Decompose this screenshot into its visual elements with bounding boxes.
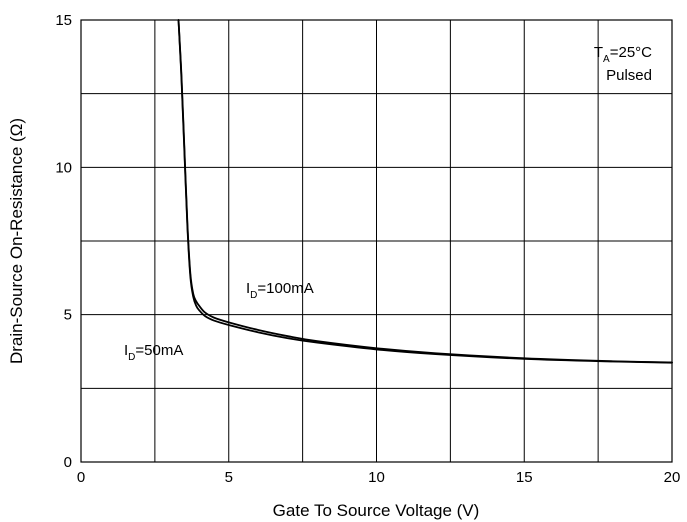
annotation-id-100ma: ID=100mA xyxy=(246,280,314,301)
annotation-id-100ma-sub: D xyxy=(250,290,257,301)
series-line-id-100ma xyxy=(177,19,673,364)
y-tick-label: 10 xyxy=(55,159,72,176)
plot-frame xyxy=(80,19,673,463)
annotation-id-100ma-post: =100mA xyxy=(257,280,313,297)
grid-lines xyxy=(80,19,673,463)
annotation-id-50ma-pre: I xyxy=(124,342,128,359)
annotation-id-50ma-sub: D xyxy=(128,352,135,363)
x-tick-label: 15 xyxy=(516,469,533,486)
annotation-temperature: TA=25°C xyxy=(594,44,652,65)
x-tick-labels: 0 5 10 15 20 xyxy=(77,469,681,486)
y-axis-title: Drain-Source On-Resistance (Ω) xyxy=(7,118,26,364)
x-axis-title: Gate To Source Voltage (V) xyxy=(273,501,480,520)
x-tick-label: 5 xyxy=(225,469,233,486)
x-tick-label: 10 xyxy=(368,469,385,486)
y-tick-label: 5 xyxy=(64,307,72,324)
x-tick-label: 0 xyxy=(77,469,85,486)
annotation-id-50ma-post: =50mA xyxy=(135,342,183,359)
annotation-temperature-pre: T xyxy=(594,44,603,61)
annotation-temperature-sub: A xyxy=(603,54,610,65)
y-tick-label: 15 xyxy=(55,12,72,29)
series-curves xyxy=(177,19,673,364)
x-tick-label: 20 xyxy=(664,469,681,486)
annotation-pulsed: Pulsed xyxy=(606,67,652,84)
annotation-id-50ma: ID=50mA xyxy=(124,342,183,363)
y-tick-labels: 0 5 10 15 xyxy=(55,12,72,471)
y-tick-label: 0 xyxy=(64,454,72,471)
annotation-id-100ma-pre: I xyxy=(246,280,250,297)
annotation-temperature-post: =25°C xyxy=(610,44,652,61)
